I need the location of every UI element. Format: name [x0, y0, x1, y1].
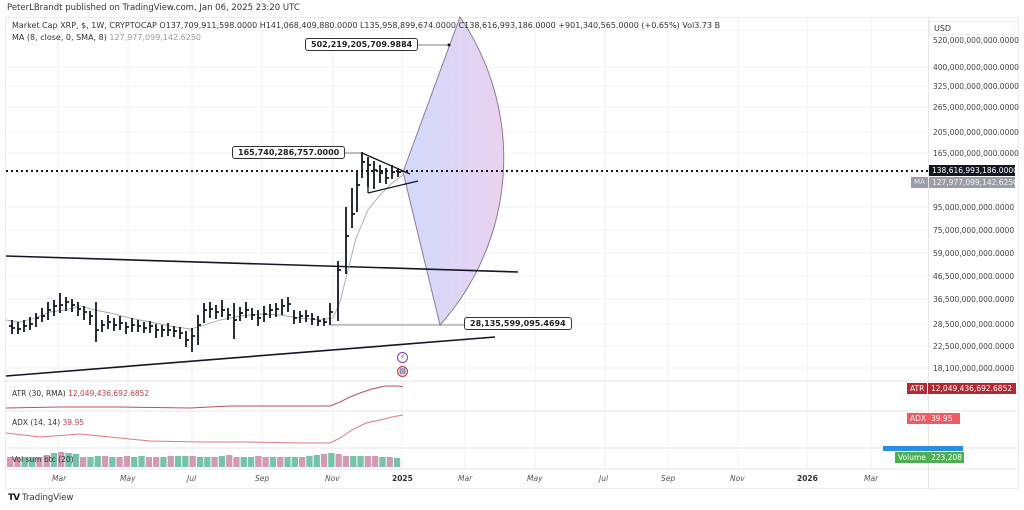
base-low-callout[interactable]: 28,135,599,095.4694 — [464, 317, 572, 330]
currency-selector[interactable]: USD — [929, 21, 1015, 35]
atr-value: 12,049,436,692.6852 — [68, 389, 150, 398]
ma-line — [5, 174, 404, 330]
time-label: Jul — [599, 474, 609, 483]
price-tick: 325,000,000,000.0000 — [933, 82, 1019, 91]
time-label: Mar — [864, 474, 879, 483]
arc-projection[interactable] — [402, 15, 505, 327]
tradingview-logo[interactable]: TV TradingView — [8, 493, 73, 503]
ma-tag-value: 127,977,099,142.6250 — [929, 177, 1018, 188]
time-label: Nov — [730, 474, 745, 483]
volume-label: Vol sum btc (20) — [12, 455, 74, 464]
ma-tag-label: MA — [911, 177, 928, 188]
target-price-callout[interactable]: 502,219,205,709.9884 — [305, 38, 419, 51]
high-value: H141,068,409,880.0000 — [259, 21, 358, 30]
time-label: May — [527, 474, 543, 483]
time-label: Sep — [661, 474, 676, 483]
price-tick: 165,000,000,000.0000 — [933, 149, 1019, 158]
adx-label: ADX (14, 14) — [12, 418, 61, 427]
price-tick: 75,000,000,000.0000 — [933, 226, 1015, 235]
last-price-tag: 138,616,993,186.0000 — [929, 165, 1018, 176]
tradingview-wordmark: TradingView — [22, 493, 74, 503]
volume-ma-badge — [883, 446, 963, 451]
change-value: +901,340,565.0000 (+0.65%) — [558, 21, 680, 30]
time-label: Jul — [187, 474, 197, 483]
volume-bars — [7, 452, 401, 467]
price-axis[interactable] — [928, 17, 1019, 489]
time-label: 2025 — [392, 474, 413, 483]
time-label: Sep — [255, 474, 270, 483]
pennant-high-callout[interactable]: 165,740,286,757.0000 — [232, 146, 346, 159]
atr-legend[interactable]: ATR (30, RMA) 12,049,436,692.6852 — [12, 389, 149, 398]
volume-value: Vol3.73 B — [682, 21, 721, 30]
support-trendline[interactable] — [5, 336, 496, 377]
time-label: 2026 — [797, 474, 818, 483]
ma-legend-label[interactable]: MA (8, close, 0, SMA, 8) — [12, 33, 107, 42]
adx-line — [5, 414, 404, 444]
time-label: Mar — [458, 474, 473, 483]
price-tick: 22,500,000,000.0000 — [933, 342, 1015, 351]
chart-legend: Market Cap XRP, $, 1W, CRYPTOCAP O137,70… — [12, 20, 720, 44]
price-tick: 400,000,000,000.0000 — [933, 63, 1019, 72]
ohlc-bars[interactable] — [9, 152, 401, 352]
open-value: O137,709,911,598.0000 — [159, 21, 258, 30]
atr-label: ATR (30, RMA) — [12, 389, 66, 398]
tradingview-mark-icon: TV — [8, 493, 20, 503]
price-tick: 36,500,000,000.0000 — [933, 295, 1015, 304]
lightning-event-icon[interactable]: ⚡ — [397, 352, 408, 363]
us-flag-event-icon[interactable]: ▤ — [397, 366, 408, 377]
time-label: Mar — [52, 474, 67, 483]
time-label: Nov — [325, 474, 340, 483]
price-tick: 28,500,000,000.0000 — [933, 320, 1015, 329]
symbol-label[interactable]: Market Cap XRP, $, 1W, CRYPTOCAP — [12, 21, 157, 30]
price-tick: 520,000,000,000.0000 — [933, 36, 1019, 45]
price-tick: 205,000,000,000.0000 — [933, 128, 1019, 137]
close-value: C138,616,993,186.0000 — [458, 21, 556, 30]
atr-badge-value: 12,049,436,692.6852 — [928, 383, 1016, 394]
adx-legend[interactable]: ADX (14, 14) 39.95 — [12, 418, 84, 427]
price-tick: 18,100,000,000.0000 — [933, 364, 1015, 373]
atr-line — [5, 385, 404, 409]
pennant-pattern[interactable] — [361, 152, 419, 194]
adx-value: 39.95 — [62, 418, 85, 427]
price-tick: 265,000,000,000.0000 — [933, 103, 1019, 112]
resistance-trendline[interactable] — [5, 255, 519, 273]
ma-legend-value: 127,977,099,142.6250 — [109, 33, 201, 42]
volume-badge-value: 223,208 — [928, 452, 964, 463]
atr-badge-label: ATR — [907, 383, 928, 394]
volume-legend[interactable]: Vol sum btc (20) — [12, 455, 74, 464]
adx-badge-value: 39.95 — [928, 413, 960, 424]
price-tick: 46,500,000,000.0000 — [933, 272, 1015, 281]
volume-badge-label: Volume — [895, 452, 929, 463]
pane-separators — [5, 380, 1019, 470]
price-tick: 95,000,000,000.0000 — [933, 203, 1015, 212]
price-tick: 59,000,000,000.0000 — [933, 249, 1015, 258]
publisher-line: PeterLBrandt published on TradingView.co… — [7, 3, 300, 13]
adx-badge-label: ADX — [907, 413, 930, 424]
low-value: L135,958,899,674.0000 — [359, 21, 457, 30]
time-label: May — [120, 474, 136, 483]
